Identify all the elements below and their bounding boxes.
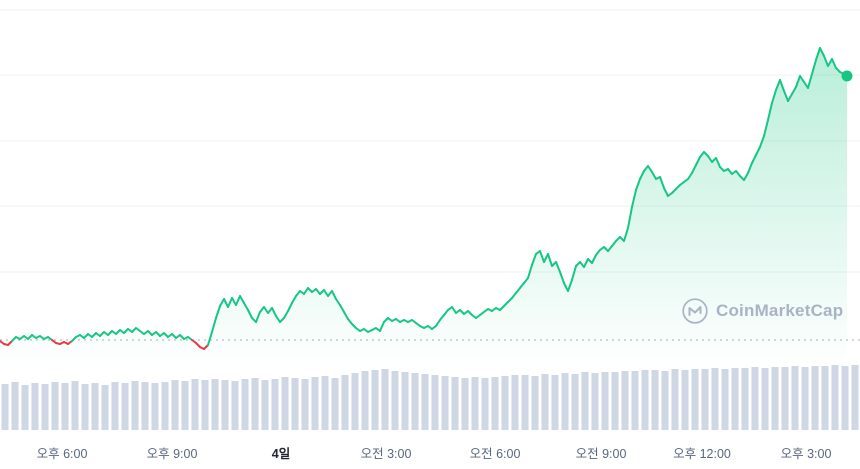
x-axis-label: 오전 6:00 xyxy=(469,447,521,461)
x-axis-label: 오후 12:00 xyxy=(673,447,731,461)
x-axis: 오후 6:00 오후 9:00 4일 오전 3:00 오전 6:00 오전 9:00 오후 … xyxy=(0,443,860,463)
x-axis-label: 오후 6:00 xyxy=(36,447,88,461)
x-axis-label: 오전 9:00 xyxy=(575,447,627,461)
x-axis-label: 4일 xyxy=(271,447,291,461)
x-axis-label: 오후 3:00 xyxy=(780,447,832,461)
x-axis-label: 오후 9:00 xyxy=(146,447,198,461)
x-axis-label: 오전 3:00 xyxy=(360,447,412,461)
